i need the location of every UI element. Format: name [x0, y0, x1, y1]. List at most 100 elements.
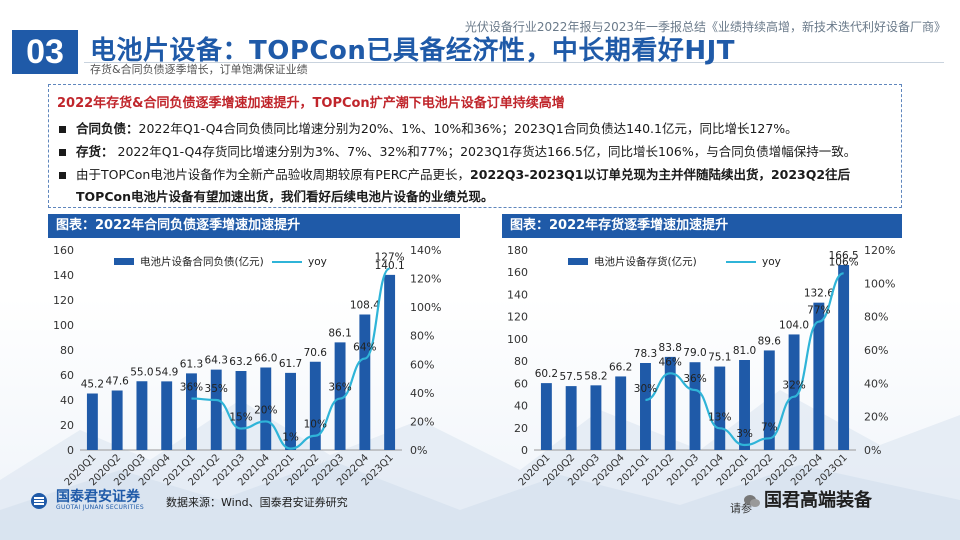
- yoy-label: 1%: [282, 432, 299, 444]
- wechat-icon: [744, 495, 760, 507]
- yoy-label: 3%: [736, 428, 753, 440]
- y-tick-left: 180: [507, 244, 528, 257]
- bar-label: 55.0: [130, 366, 153, 378]
- y-tick-right: 20%: [410, 415, 434, 428]
- bar-label: 58.2: [584, 370, 607, 382]
- bar: [210, 369, 222, 450]
- para-normal: 由于TOPCon电池片设备作为全新产品验收周期较原有PERC产品更长，: [76, 167, 471, 182]
- bar: [86, 393, 98, 450]
- bar-label: 75.1: [708, 352, 731, 364]
- yoy-label: 35%: [205, 383, 228, 395]
- y-tick-right: 0%: [864, 444, 881, 457]
- bar-label: 64.3: [205, 355, 228, 367]
- page-title: 电池片设备：TOPCon已具备经济性，中长期看好HJT: [90, 36, 736, 66]
- y-tick-left: 80: [60, 344, 74, 357]
- yoy-label: 10%: [304, 419, 327, 431]
- bullet-square-icon: [59, 126, 66, 133]
- bar: [664, 356, 676, 450]
- yoy-label: 127%: [375, 252, 405, 264]
- y-tick-right: 140%: [410, 244, 441, 257]
- y-tick-left: 40: [514, 400, 528, 413]
- bar: [615, 376, 627, 450]
- bar-label: 86.1: [328, 327, 351, 339]
- bar: [788, 334, 800, 450]
- bullet-outlook: 由于TOPCon电池片设备作为全新产品验收周期较原有PERC产品更长，2022Q…: [59, 164, 850, 183]
- title-divider: [84, 62, 944, 63]
- y-tick-left: 60: [514, 377, 528, 390]
- chart2-title: 图表：2022年存货逐季增速加速提升: [502, 214, 902, 238]
- bar-label: 140.1: [375, 260, 405, 272]
- y-tick-left: 80: [514, 355, 528, 368]
- y-tick-right: 0%: [410, 444, 427, 457]
- bullet-text: 2022年Q1-Q4合同负债同比增速分别为20%、1%、10%和36%；2023…: [138, 121, 798, 136]
- logo-text-en: GUOTAI JUNAN SECURITIES: [56, 504, 144, 511]
- bullet-square-icon: [59, 172, 66, 179]
- data-source: 数据来源：Wind、国泰君安证券研究: [166, 496, 348, 509]
- bar: [186, 373, 197, 450]
- bar: [136, 381, 148, 450]
- bar-label: 70.6: [304, 347, 328, 359]
- logo: 国泰君安证券 GUOTAI JUNAN SECURITIES: [30, 490, 144, 511]
- chart-inventory: 0 20 40 60 80 100 120 140 160 180 0% 20% 40% 60% 80% 10…: [507, 244, 895, 488]
- chart-contract-liability: 0 20 40 60 80 100 120 140 160 0% 20% 40% 60% 80% 100% 1…: [53, 244, 441, 488]
- y-tick-right: 80%: [410, 330, 434, 343]
- bullet-outlook-cont: TOPCon电池片设备有望加速出货，我们看好后续电池片设备的业绩兑现。: [76, 186, 493, 205]
- bar: [235, 371, 247, 450]
- bar: [714, 366, 726, 450]
- yoy-label: 32%: [782, 380, 805, 392]
- bar: [161, 381, 173, 450]
- y-tick-left: 40: [60, 394, 74, 407]
- bar: [285, 372, 296, 450]
- yoy-label: 36%: [683, 373, 706, 385]
- bar-label: 81.0: [733, 345, 756, 357]
- footer-note: 请参: [730, 502, 752, 515]
- watermark: 国君高端装备: [744, 486, 872, 512]
- bar-label: 66.2: [609, 361, 632, 373]
- legend-bar-swatch: [568, 258, 588, 265]
- bar: [260, 367, 272, 450]
- page-subtitle: 存货&合同负债逐季增长，订单饱满保证业绩: [90, 63, 308, 76]
- summary-box: 2022年存货&合同负债逐季增速加速提升，TOPCon扩产潮下电池片设备订单持续…: [48, 84, 902, 208]
- bar-label: 108.4: [350, 300, 380, 312]
- yoy-label: 7%: [761, 421, 778, 433]
- yoy-label: 64%: [353, 342, 376, 354]
- bar: [640, 363, 651, 450]
- y-tick-left: 20: [514, 422, 528, 435]
- yoy-label: 30%: [634, 383, 657, 395]
- bullet-contract-liability: 合同负债：2022年Q1-Q4合同负债同比增速分别为20%、1%、10%和36%…: [59, 118, 798, 137]
- yoy-label: 46%: [659, 356, 682, 368]
- y-tick-left: 100: [507, 333, 528, 346]
- bar-label: 63.2: [229, 356, 252, 368]
- bar: [838, 265, 850, 450]
- y-tick-left: 0: [67, 444, 74, 457]
- bar: [763, 350, 775, 450]
- bar-label: 78.3: [634, 348, 657, 360]
- bar: [590, 385, 602, 450]
- y-tick-right: 60%: [410, 358, 434, 371]
- bar-label: 83.8: [659, 342, 682, 354]
- yoy-label: 106%: [829, 256, 859, 268]
- legend-line-label: yoy: [308, 256, 327, 268]
- bullet-text: 2022年Q1-Q4存货同比增速分别为3%、7%、32%和77%；2023Q1存…: [113, 144, 857, 159]
- y-tick-left: 160: [507, 266, 528, 279]
- bar-label: 79.0: [683, 347, 706, 359]
- bar: [739, 360, 750, 450]
- y-tick-right: 120%: [864, 244, 895, 257]
- bar-label: 61.3: [180, 358, 203, 370]
- legend-bar-label: 电池片设备合同负债(亿元): [140, 255, 264, 268]
- y-tick-right: 80%: [864, 311, 888, 324]
- yoy-label: 36%: [328, 382, 351, 394]
- bar: [565, 386, 577, 450]
- bar-label: 54.9: [155, 366, 178, 378]
- yoy-label: 36%: [180, 382, 203, 394]
- y-tick-left: 120: [53, 294, 74, 307]
- yoy-label: 20%: [254, 404, 277, 416]
- y-tick-right: 40%: [410, 387, 434, 400]
- section-number: 03: [12, 30, 78, 74]
- bar: [309, 361, 321, 450]
- y-tick-left: 120: [507, 311, 528, 324]
- bar: [384, 274, 396, 450]
- y-tick-right: 60%: [864, 344, 888, 357]
- bullet-label: 存货：: [76, 144, 114, 159]
- bullet-inventory: 存货： 2022年Q1-Q4存货同比增速分别为3%、7%、32%和77%；202…: [59, 141, 856, 160]
